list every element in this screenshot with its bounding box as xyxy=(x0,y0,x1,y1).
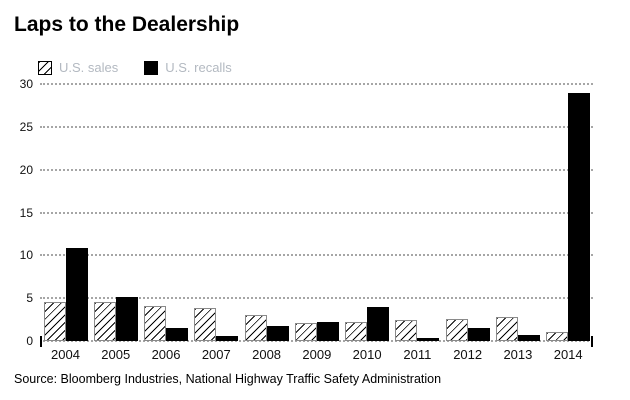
bar-recalls-2008 xyxy=(266,326,289,341)
legend: U.S. sales U.S. recalls xyxy=(38,60,232,75)
x-axis-label-2014: 2014 xyxy=(553,347,583,362)
x-axis-label-2008: 2008 xyxy=(252,347,282,362)
x-axis-label-2006: 2006 xyxy=(151,347,181,362)
y-axis-label-5: 5 xyxy=(26,291,33,306)
bar-recalls-2006 xyxy=(166,328,189,341)
source-note: Source: Bloomberg Industries, National H… xyxy=(14,372,442,386)
bar-recalls-2012 xyxy=(467,328,490,341)
x-axis-label-2012: 2012 xyxy=(453,347,483,362)
y-axis-label-20: 20 xyxy=(19,162,33,177)
bar-sales-2009 xyxy=(294,323,317,341)
gridline-30 xyxy=(40,83,593,85)
bar-recalls-2004 xyxy=(65,248,88,341)
y-axis-label-15: 15 xyxy=(19,205,33,220)
y-axis-label-10: 10 xyxy=(19,248,33,263)
x-axis-left-tick xyxy=(40,336,42,347)
bar-sales-2004 xyxy=(43,302,66,341)
x-axis-label-2004: 2004 xyxy=(51,347,80,362)
legend-item-recalls: U.S. recalls xyxy=(144,60,232,75)
y-axis-label-30: 30 xyxy=(19,77,33,91)
x-axis-label-2007: 2007 xyxy=(201,347,231,362)
bar-recalls-2014 xyxy=(568,93,591,341)
bar-recalls-2010 xyxy=(367,307,390,341)
legend-label-sales: U.S. sales xyxy=(59,60,119,75)
bar-recalls-2011 xyxy=(417,338,440,341)
gridline-20 xyxy=(40,168,593,171)
legend-item-sales: U.S. sales xyxy=(38,60,118,75)
x-axis-label-2005: 2005 xyxy=(101,347,131,362)
sales-swatch-icon xyxy=(38,60,52,75)
bar-sales-2012 xyxy=(445,319,468,341)
bar-sales-2006 xyxy=(144,306,167,341)
bar-sales-2005 xyxy=(93,302,116,341)
x-axis-label-2009: 2009 xyxy=(302,347,332,362)
recalls-swatch-icon xyxy=(144,60,159,75)
bar-sales-2013 xyxy=(495,317,518,341)
bar-sales-2011 xyxy=(395,320,418,341)
gridline-5 xyxy=(40,297,593,300)
bar-sales-2007 xyxy=(194,308,217,341)
bar-recalls-2013 xyxy=(517,335,540,341)
bar-sales-2008 xyxy=(244,315,267,341)
gridline-25 xyxy=(40,125,593,128)
bar-sales-2010 xyxy=(345,322,368,341)
bar-recalls-2009 xyxy=(316,322,339,341)
plot-area xyxy=(40,83,593,347)
x-axis-right-tick xyxy=(591,336,593,347)
bar-recalls-2007 xyxy=(216,336,239,341)
y-axis-label-0: 0 xyxy=(26,334,33,348)
gridline-15 xyxy=(40,211,593,214)
x-axis-label-2010: 2010 xyxy=(352,347,382,362)
x-axis-label-2011: 2011 xyxy=(403,347,432,362)
chart-title: Laps to the Dealership xyxy=(14,13,240,36)
y-axis-label-25: 25 xyxy=(19,119,33,134)
bar-recalls-2005 xyxy=(115,297,138,341)
x-axis-label-2013: 2013 xyxy=(503,347,533,362)
legend-label-recalls: U.S. recalls xyxy=(165,60,232,75)
gridline-10 xyxy=(40,254,593,257)
gridline-0 xyxy=(40,340,593,342)
bar-sales-2014 xyxy=(546,332,569,341)
